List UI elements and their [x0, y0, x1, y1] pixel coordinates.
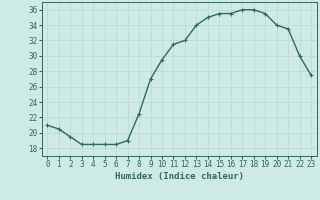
X-axis label: Humidex (Indice chaleur): Humidex (Indice chaleur) — [115, 172, 244, 181]
